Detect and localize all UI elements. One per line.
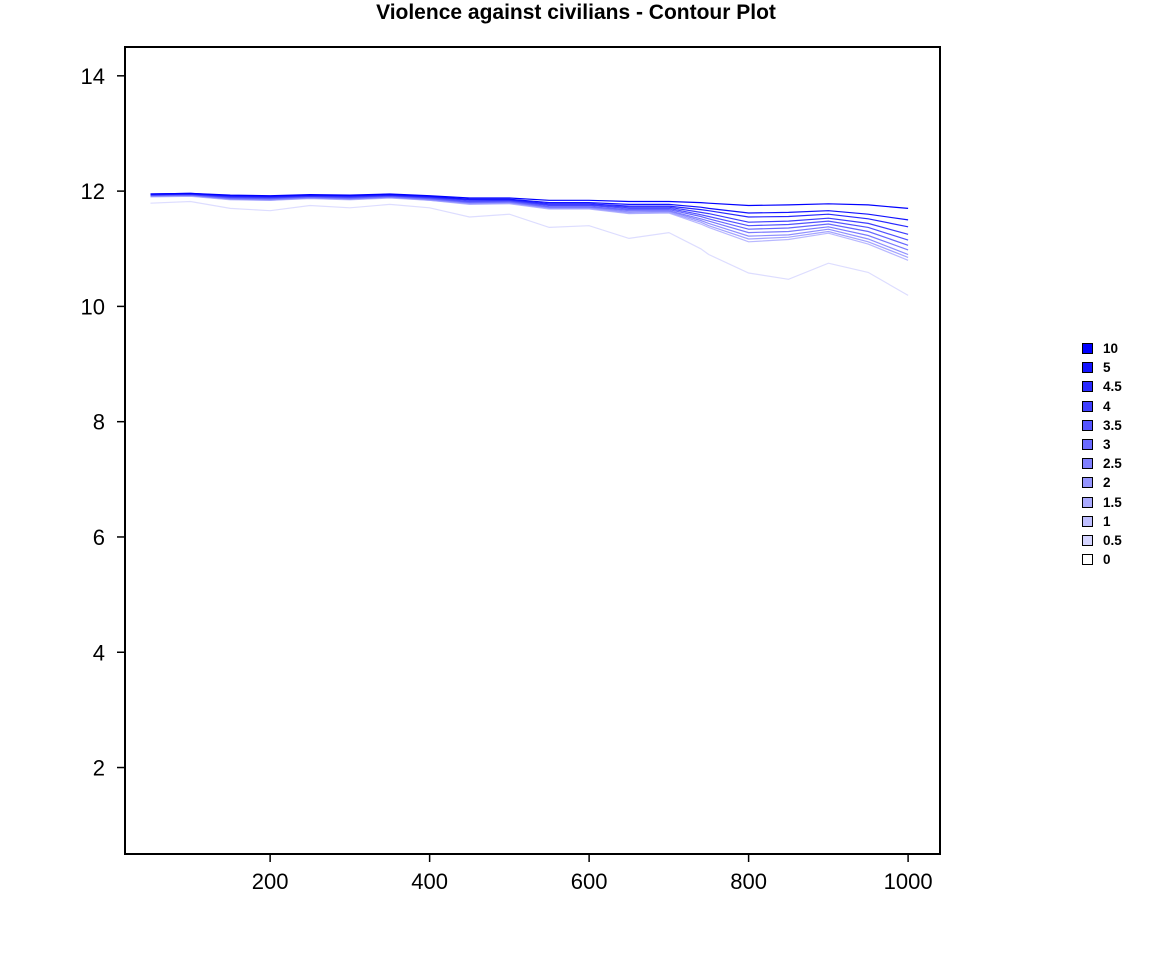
y-tick-label: 6	[93, 525, 105, 550]
x-tick-label: 1000	[884, 869, 933, 894]
contour-lines	[150, 192, 909, 296]
legend-swatch	[1082, 515, 1093, 527]
legend-item: 0	[1082, 550, 1122, 569]
x-axis: 200 400 600 800 1000	[252, 854, 933, 894]
chart-title: Violence against civilians - Contour Plo…	[376, 1, 776, 24]
legend-swatch	[1082, 496, 1093, 508]
legend-item: 4.5	[1082, 377, 1122, 396]
legend-label: 10	[1103, 341, 1119, 357]
legend-swatch	[1082, 534, 1093, 546]
y-tick-label: 12	[81, 179, 105, 204]
legend-swatch	[1082, 439, 1093, 451]
legend-item: 3.5	[1082, 416, 1122, 435]
legend-item: 1.5	[1082, 493, 1122, 512]
x-tick-label: 200	[252, 869, 289, 894]
y-tick-label: 14	[81, 64, 105, 89]
legend-swatch	[1082, 419, 1093, 431]
y-axis: 2 4 6 8 10 12 14	[81, 64, 125, 781]
y-tick-label: 10	[81, 294, 105, 319]
legend-swatch	[1082, 362, 1093, 374]
legend-item: 2	[1082, 473, 1122, 492]
y-tick-label: 8	[93, 410, 105, 435]
y-tick-label: 4	[93, 640, 105, 665]
legend-item: 0.5	[1082, 531, 1122, 550]
legend-item: 2.5	[1082, 454, 1122, 473]
legend-label: 2.5	[1103, 456, 1122, 472]
x-tick-label: 400	[411, 869, 448, 894]
legend-item: 10	[1082, 339, 1122, 358]
legend-label: 2	[1103, 475, 1111, 491]
legend-label: 0	[1103, 552, 1111, 568]
legend-item: 3	[1082, 435, 1122, 454]
legend-swatch	[1082, 400, 1093, 412]
contour-line-10	[150, 192, 909, 209]
legend-label: 3	[1103, 437, 1111, 453]
y-tick-label: 2	[93, 756, 105, 781]
legend: 10 5 4.5 4 3.5 3 2.5 2 1.5 1 0.5 0	[1082, 339, 1122, 569]
legend-label: 4	[1103, 398, 1111, 414]
legend-item: 4	[1082, 397, 1122, 416]
x-tick-label: 600	[571, 869, 608, 894]
legend-label: 1.5	[1103, 494, 1122, 510]
legend-label: 3.5	[1103, 417, 1122, 433]
legend-swatch	[1082, 458, 1093, 470]
contour-line-0-5	[150, 200, 909, 296]
x-tick-label: 800	[730, 869, 767, 894]
legend-swatch	[1082, 477, 1093, 489]
legend-label: 1	[1103, 513, 1111, 529]
legend-swatch	[1082, 554, 1093, 566]
legend-label: 4.5	[1103, 379, 1122, 395]
legend-swatch	[1082, 343, 1093, 355]
legend-swatch	[1082, 381, 1093, 393]
legend-label: 5	[1103, 360, 1111, 376]
legend-label: 0.5	[1103, 532, 1122, 548]
plot-frame	[124, 46, 941, 855]
legend-item: 5	[1082, 358, 1122, 377]
legend-item: 1	[1082, 512, 1122, 531]
